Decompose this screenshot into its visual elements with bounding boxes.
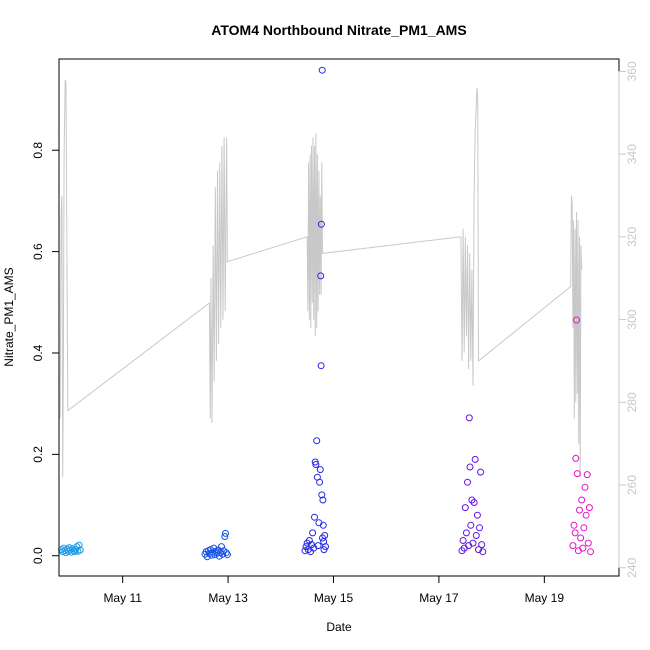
data-point: [478, 541, 486, 549]
data-point: [312, 461, 320, 468]
data-point: [222, 529, 229, 537]
data-point: [313, 437, 321, 445]
data-point: [319, 521, 327, 529]
data-point: [587, 548, 594, 556]
data-point: [318, 66, 326, 74]
data-point: [585, 504, 593, 512]
x-tick-label: May 13: [208, 591, 248, 605]
data-point: [461, 504, 469, 512]
y-tick-label: 0.2: [31, 446, 45, 463]
data-point: [462, 529, 470, 537]
data-point: [578, 496, 586, 504]
data-point: [571, 529, 579, 537]
x-tick-label: May 17: [419, 591, 459, 605]
data-point: [467, 521, 475, 529]
right-y-tick-label: 260: [625, 475, 639, 495]
data-point: [569, 542, 577, 550]
data-point: [318, 491, 326, 499]
data-point: [459, 537, 467, 544]
data-point: [573, 470, 581, 478]
data-point: [572, 454, 580, 462]
data-point: [72, 546, 80, 554]
data-point: [305, 537, 313, 544]
data-point: [76, 546, 84, 554]
x-axis-label: Date: [326, 620, 352, 634]
data-point: [309, 529, 317, 537]
data-point: [472, 532, 480, 539]
data-point: [476, 524, 483, 532]
y-tick-label: 0.6: [31, 243, 45, 260]
data-point: [465, 414, 473, 422]
data-point: [314, 542, 322, 550]
temperature-line: [59, 79, 583, 477]
data-point: [583, 471, 591, 479]
data-point: [470, 499, 478, 506]
scatter-points-layer: [58, 66, 594, 561]
right-y-tick-label: 280: [625, 392, 639, 412]
plot-box: [58, 58, 620, 577]
data-point: [473, 511, 481, 519]
data-point: [469, 539, 477, 547]
data-point: [584, 539, 592, 547]
right-y-tick-label: 320: [625, 227, 639, 247]
right-y-tick-label: 300: [625, 309, 639, 329]
data-point: [223, 551, 231, 559]
data-point: [321, 532, 329, 539]
right-y-tick-label: 360: [625, 61, 639, 81]
data-point: [582, 511, 590, 519]
y-axis: 0.0 0.2 0.4 0.6 0.8: [31, 142, 60, 564]
chart-title: ATOM4 Northbound Nitrate_PM1_AMS: [211, 22, 466, 38]
data-point: [475, 546, 482, 554]
data-point: [579, 544, 587, 552]
right-y-axis: 240 260 280 300 320 340 360: [618, 61, 639, 578]
data-point: [319, 496, 327, 504]
data-point: [577, 534, 585, 542]
data-point: [311, 513, 318, 521]
data-point: [308, 541, 315, 549]
temperature-line-layer: [59, 79, 583, 477]
y-tick-label: 0.4: [31, 344, 45, 361]
data-point: [316, 466, 324, 474]
data-point: [479, 548, 487, 556]
data-point: [580, 524, 588, 532]
data-point: [573, 316, 580, 324]
data-point: [466, 463, 474, 471]
data-point: [322, 543, 329, 551]
data-point: [221, 533, 229, 540]
y-tick-label: 0.0: [31, 547, 45, 564]
data-point: [316, 478, 324, 486]
y-tick-label: 0.8: [31, 142, 45, 159]
data-point: [219, 550, 227, 558]
data-point: [471, 455, 479, 463]
data-point: [317, 220, 325, 228]
data-point: [317, 362, 325, 370]
data-point: [218, 543, 225, 551]
x-tick-label: May 15: [314, 591, 354, 605]
data-point: [317, 272, 325, 280]
y-axis-label: Nitrate_PM1_AMS: [2, 267, 16, 366]
x-tick-label: May 11: [103, 591, 142, 605]
data-point: [576, 506, 583, 514]
data-point: [464, 478, 471, 486]
x-tick-label: May 19: [525, 591, 565, 605]
data-point: [570, 521, 578, 529]
right-y-tick-label: 240: [625, 557, 639, 577]
data-point: [581, 483, 589, 491]
right-y-tick-label: 340: [625, 144, 639, 164]
data-point: [477, 468, 485, 476]
data-point: [75, 541, 83, 549]
x-axis: May 11 May 13 May 15 May 17 May 19: [103, 575, 565, 605]
